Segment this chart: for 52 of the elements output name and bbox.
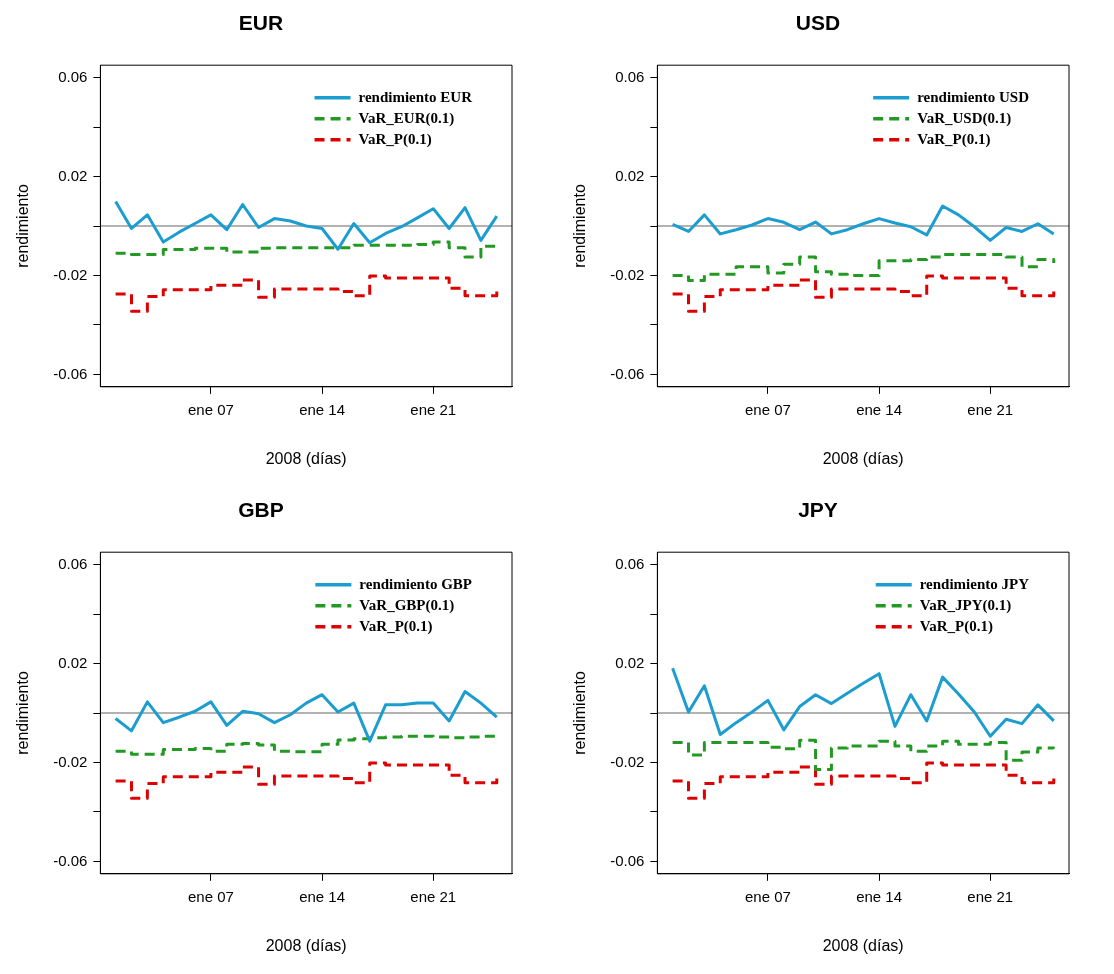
legend-label: VaR_JPY(0.1)	[919, 596, 1012, 614]
legend-label: rendimiento JPY	[919, 575, 1030, 592]
y-tick-label: -0.06	[53, 851, 88, 869]
legend-label: VaR_GBP(0.1)	[359, 596, 455, 614]
x-tick-label: ene 07	[744, 887, 791, 905]
x-tick-label: ene 07	[187, 887, 234, 905]
y-tick-label: -0.06	[53, 364, 88, 382]
x-tick-label: ene 21	[967, 400, 1014, 418]
chart-title: USD	[795, 11, 841, 35]
x-axis-title: 2008 (días)	[822, 449, 904, 467]
y-tick-label: -0.02	[53, 265, 88, 283]
x-tick-label: ene 14	[299, 887, 346, 905]
x-tick-label: ene 21	[410, 887, 457, 905]
y-tick-label: -0.06	[610, 364, 645, 382]
y-tick-label: 0.06	[58, 554, 88, 572]
legend-label: rendimiento USD	[917, 88, 1030, 105]
legend-label: rendimiento GBP	[359, 575, 472, 592]
x-tick-label: ene 07	[187, 400, 234, 418]
x-tick-label: ene 14	[856, 400, 903, 418]
y-tick-label: 0.06	[615, 554, 645, 572]
y-tick-label: -0.02	[610, 752, 645, 770]
y-axis-title: rendimiento	[571, 671, 589, 755]
x-tick-label: ene 14	[299, 400, 346, 418]
chart-title: GBP	[238, 498, 284, 522]
y-tick-label: -0.02	[610, 265, 645, 283]
y-tick-label: -0.06	[610, 851, 645, 869]
legend-label: VaR_P(0.1)	[919, 617, 993, 635]
x-tick-label: ene 14	[856, 887, 903, 905]
x-axis-title: 2008 (días)	[265, 449, 347, 467]
y-tick-label: 0.06	[615, 67, 645, 85]
y-tick-label: 0.06	[58, 67, 88, 85]
y-tick-label: -0.02	[53, 752, 88, 770]
y-axis-title: rendimiento	[14, 184, 32, 268]
legend-label: VaR_P(0.1)	[917, 130, 991, 148]
y-tick-label: 0.02	[615, 653, 645, 671]
y-axis-title: rendimiento	[14, 671, 32, 755]
legend-label: VaR_USD(0.1)	[917, 109, 1012, 127]
chart-title: JPY	[798, 498, 838, 522]
x-axis-title: 2008 (días)	[265, 936, 347, 954]
y-tick-label: 0.02	[58, 653, 88, 671]
legend-label: VaR_P(0.1)	[359, 617, 433, 635]
y-tick-label: 0.02	[58, 166, 88, 184]
x-tick-label: ene 21	[410, 400, 457, 418]
y-tick-label: 0.02	[615, 166, 645, 184]
y-axis-title: rendimiento	[571, 184, 589, 268]
chart-title: EUR	[238, 11, 284, 35]
x-tick-label: ene 21	[967, 887, 1014, 905]
x-axis-title: 2008 (días)	[822, 936, 904, 954]
x-tick-label: ene 07	[744, 400, 791, 418]
legend-label: VaR_P(0.1)	[358, 130, 432, 148]
legend-label: rendimiento EUR	[358, 88, 473, 105]
legend-label: VaR_EUR(0.1)	[358, 109, 455, 127]
